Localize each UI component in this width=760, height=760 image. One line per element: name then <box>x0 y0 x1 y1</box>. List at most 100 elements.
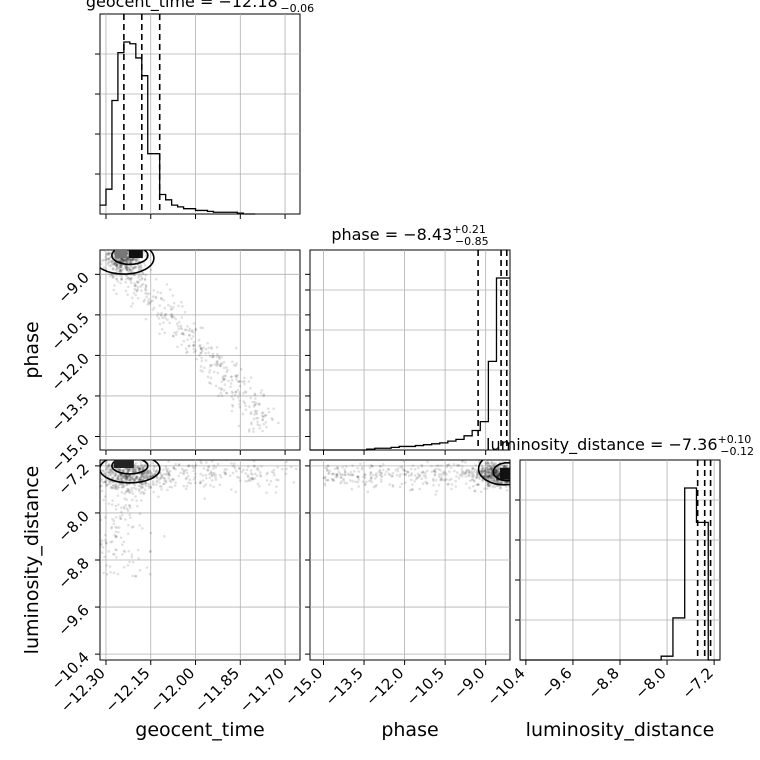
sample-point <box>100 481 101 484</box>
sample-point <box>229 375 233 379</box>
sample-point <box>152 289 156 292</box>
sample-point <box>133 484 137 487</box>
sample-point <box>143 476 146 480</box>
sample-point <box>158 332 161 336</box>
sample-point <box>123 497 127 500</box>
sample-point <box>470 469 473 473</box>
sample-point <box>115 274 118 277</box>
sample-point <box>350 487 354 491</box>
sample-point <box>185 477 188 480</box>
sample-point <box>326 469 330 472</box>
sample-point <box>400 482 404 486</box>
sample-point <box>224 471 227 475</box>
sample-point <box>168 321 171 325</box>
sample-point <box>214 384 218 388</box>
sample-point <box>481 479 484 483</box>
sample-point <box>117 483 120 486</box>
sample-point <box>100 475 102 479</box>
sample-point <box>132 246 135 249</box>
sample-point <box>464 471 468 474</box>
sample-point <box>104 468 108 471</box>
sample-point <box>391 485 395 488</box>
sample-point <box>120 269 124 272</box>
sample-point <box>215 352 219 356</box>
sample-point <box>192 469 195 473</box>
contour-inner <box>492 461 510 482</box>
sample-point <box>134 283 138 287</box>
sample-point <box>485 476 488 479</box>
sample-point <box>480 471 484 474</box>
sample-point <box>258 474 262 477</box>
sample-point <box>440 464 443 467</box>
sample-point <box>129 261 132 265</box>
sample-point <box>126 276 130 280</box>
sample-point <box>486 461 489 465</box>
sample-point <box>110 476 114 480</box>
sample-point <box>492 484 495 487</box>
sample-point <box>264 414 268 417</box>
sample-point <box>375 483 378 487</box>
sample-point <box>187 329 191 333</box>
sample-point <box>120 258 124 262</box>
sample-point <box>270 417 274 420</box>
sample-point <box>103 472 107 475</box>
sample-point <box>111 260 114 264</box>
sample-point <box>114 487 118 491</box>
sample-point <box>100 474 102 477</box>
sample-point <box>491 474 494 477</box>
sample-point <box>180 300 183 304</box>
sample-point <box>219 391 223 395</box>
sample-point <box>460 460 464 463</box>
sample-point <box>138 512 142 516</box>
sample-point <box>120 278 124 281</box>
sample-point <box>274 491 278 494</box>
sample-point <box>432 479 435 482</box>
sample-point <box>136 504 139 508</box>
sample-point <box>128 504 131 507</box>
sample-point <box>465 469 468 473</box>
sample-point <box>165 283 169 286</box>
sample-point <box>351 473 355 477</box>
sample-point <box>142 272 145 276</box>
sample-point <box>124 274 128 278</box>
sample-point <box>357 478 360 481</box>
sample-point <box>492 463 495 467</box>
sample-point <box>420 477 424 481</box>
sample-point <box>336 467 340 471</box>
sample-point <box>351 473 354 477</box>
sample-point <box>188 464 191 467</box>
sample-point <box>131 266 135 270</box>
sample-point <box>108 460 111 461</box>
sample-point <box>100 477 104 481</box>
sample-point <box>118 474 121 478</box>
sample-point <box>110 469 113 472</box>
sample-point <box>130 555 134 559</box>
sample-point <box>212 370 216 374</box>
sample-point <box>127 267 131 270</box>
sample-point <box>164 472 168 476</box>
sample-point <box>496 470 499 473</box>
sample-point <box>123 474 127 477</box>
sample-point <box>497 470 501 474</box>
sample-point <box>125 257 129 261</box>
sample-point <box>121 247 124 250</box>
sample-point <box>468 471 471 474</box>
sample-point <box>489 466 492 470</box>
sample-point <box>117 246 120 249</box>
sample-point <box>140 474 144 477</box>
sample-point <box>107 253 110 256</box>
sample-point <box>487 474 491 477</box>
sample-point <box>512 468 515 471</box>
sample-point <box>505 465 508 468</box>
sample-point <box>201 474 205 477</box>
sample-point <box>335 473 338 477</box>
sample-point <box>497 472 501 475</box>
sample-point <box>143 291 147 295</box>
sample-point <box>139 477 142 481</box>
sample-point <box>261 418 264 421</box>
sample-point <box>117 257 120 261</box>
sample-point <box>123 474 126 478</box>
sample-point <box>164 480 168 484</box>
sample-point <box>119 517 123 520</box>
sample-point <box>256 420 259 424</box>
